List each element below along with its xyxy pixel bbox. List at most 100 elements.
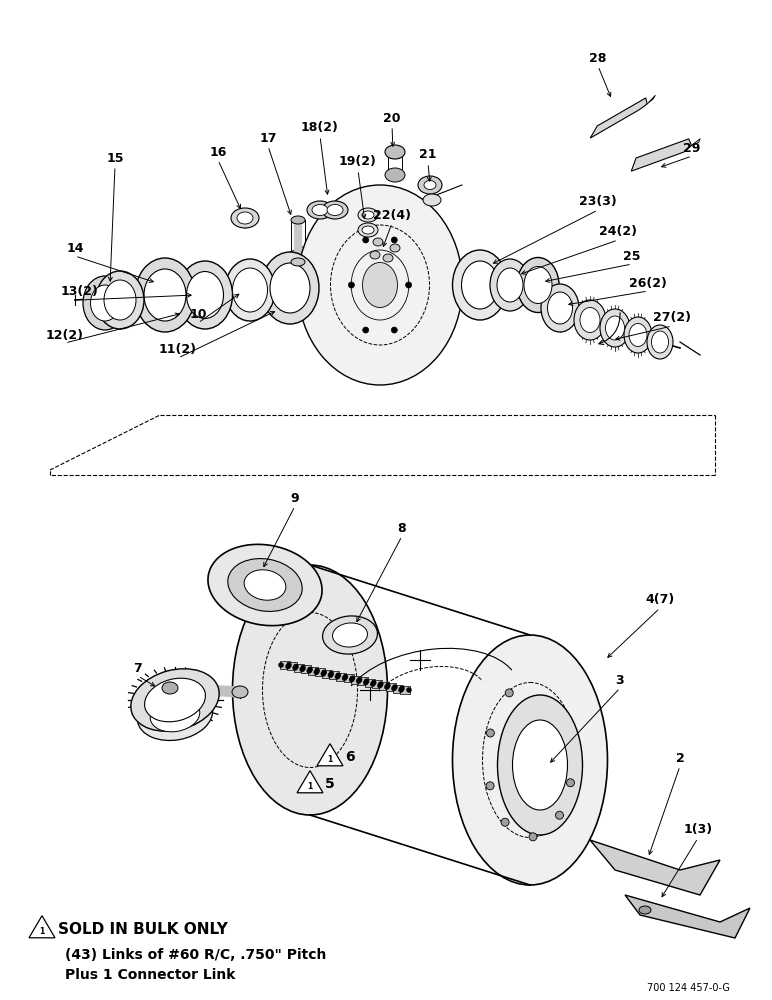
Ellipse shape bbox=[323, 616, 378, 654]
Ellipse shape bbox=[574, 300, 606, 340]
Circle shape bbox=[378, 682, 383, 687]
Circle shape bbox=[363, 327, 369, 333]
Circle shape bbox=[529, 833, 537, 841]
Ellipse shape bbox=[524, 266, 552, 304]
Ellipse shape bbox=[237, 212, 253, 224]
Ellipse shape bbox=[144, 269, 186, 321]
Circle shape bbox=[308, 667, 313, 672]
Ellipse shape bbox=[418, 176, 442, 194]
Circle shape bbox=[527, 802, 533, 808]
Polygon shape bbox=[350, 676, 361, 684]
Circle shape bbox=[350, 676, 355, 681]
Circle shape bbox=[356, 679, 361, 684]
Circle shape bbox=[513, 789, 518, 794]
Circle shape bbox=[399, 686, 405, 691]
Ellipse shape bbox=[261, 252, 319, 324]
Ellipse shape bbox=[291, 216, 305, 224]
Circle shape bbox=[371, 682, 375, 687]
Text: 700 124 457-0-G: 700 124 457-0-G bbox=[647, 983, 730, 993]
Polygon shape bbox=[400, 686, 410, 694]
Circle shape bbox=[364, 679, 369, 684]
Ellipse shape bbox=[312, 205, 328, 216]
Ellipse shape bbox=[244, 570, 286, 600]
Circle shape bbox=[391, 686, 397, 691]
Text: 1(3): 1(3) bbox=[683, 824, 713, 836]
Circle shape bbox=[335, 674, 340, 679]
Text: 6: 6 bbox=[345, 750, 354, 764]
Text: 1: 1 bbox=[307, 782, 313, 791]
Ellipse shape bbox=[187, 271, 224, 318]
Text: 22(4): 22(4) bbox=[373, 209, 411, 222]
Circle shape bbox=[405, 282, 411, 288]
Circle shape bbox=[329, 671, 334, 676]
Circle shape bbox=[306, 668, 312, 673]
Ellipse shape bbox=[327, 205, 343, 216]
Polygon shape bbox=[625, 895, 750, 938]
Circle shape bbox=[542, 789, 547, 794]
Polygon shape bbox=[323, 670, 333, 678]
Text: 20: 20 bbox=[383, 111, 401, 124]
Ellipse shape bbox=[600, 309, 630, 347]
Ellipse shape bbox=[322, 201, 348, 219]
Ellipse shape bbox=[362, 226, 374, 234]
Polygon shape bbox=[372, 680, 382, 688]
Ellipse shape bbox=[151, 698, 200, 732]
Ellipse shape bbox=[358, 223, 378, 237]
Ellipse shape bbox=[513, 720, 567, 810]
Circle shape bbox=[300, 665, 306, 670]
Circle shape bbox=[328, 673, 333, 678]
Text: 29: 29 bbox=[683, 141, 701, 154]
Circle shape bbox=[505, 689, 513, 697]
Polygon shape bbox=[315, 668, 325, 676]
Ellipse shape bbox=[490, 259, 530, 311]
Ellipse shape bbox=[228, 559, 302, 611]
Ellipse shape bbox=[231, 208, 259, 228]
Ellipse shape bbox=[144, 678, 205, 722]
Polygon shape bbox=[386, 683, 396, 691]
Circle shape bbox=[398, 688, 404, 692]
Polygon shape bbox=[590, 840, 720, 895]
Text: 14: 14 bbox=[66, 241, 83, 254]
Ellipse shape bbox=[497, 695, 583, 835]
Ellipse shape bbox=[497, 268, 523, 302]
Circle shape bbox=[348, 282, 354, 288]
Circle shape bbox=[548, 758, 553, 762]
Polygon shape bbox=[280, 661, 290, 669]
Circle shape bbox=[357, 677, 362, 682]
Ellipse shape bbox=[96, 271, 144, 329]
Polygon shape bbox=[631, 139, 692, 171]
Ellipse shape bbox=[137, 690, 212, 740]
Ellipse shape bbox=[90, 285, 120, 321]
Text: 1: 1 bbox=[39, 927, 45, 936]
Ellipse shape bbox=[232, 686, 248, 698]
Circle shape bbox=[391, 237, 398, 243]
Ellipse shape bbox=[629, 324, 647, 347]
Text: 4(7): 4(7) bbox=[645, 593, 675, 606]
Circle shape bbox=[507, 758, 513, 762]
Text: 19(2): 19(2) bbox=[339, 155, 377, 168]
Text: 28: 28 bbox=[589, 51, 607, 64]
Polygon shape bbox=[344, 674, 354, 682]
Text: 16: 16 bbox=[209, 145, 227, 158]
Text: 12(2): 12(2) bbox=[46, 328, 84, 342]
Circle shape bbox=[385, 683, 391, 688]
Circle shape bbox=[486, 729, 494, 737]
Circle shape bbox=[342, 676, 347, 681]
Ellipse shape bbox=[517, 257, 559, 312]
Ellipse shape bbox=[373, 238, 383, 246]
Text: 13(2): 13(2) bbox=[61, 286, 99, 298]
Ellipse shape bbox=[297, 185, 462, 385]
Ellipse shape bbox=[547, 292, 573, 324]
Circle shape bbox=[322, 670, 327, 675]
Ellipse shape bbox=[639, 906, 651, 914]
Text: 23(3): 23(3) bbox=[579, 196, 617, 209]
Polygon shape bbox=[294, 664, 304, 672]
Polygon shape bbox=[379, 682, 389, 690]
Polygon shape bbox=[297, 771, 323, 793]
Circle shape bbox=[363, 237, 369, 243]
Circle shape bbox=[286, 662, 292, 668]
Text: 9: 9 bbox=[291, 491, 300, 504]
Circle shape bbox=[371, 680, 376, 685]
Ellipse shape bbox=[370, 251, 380, 259]
Circle shape bbox=[527, 712, 533, 718]
